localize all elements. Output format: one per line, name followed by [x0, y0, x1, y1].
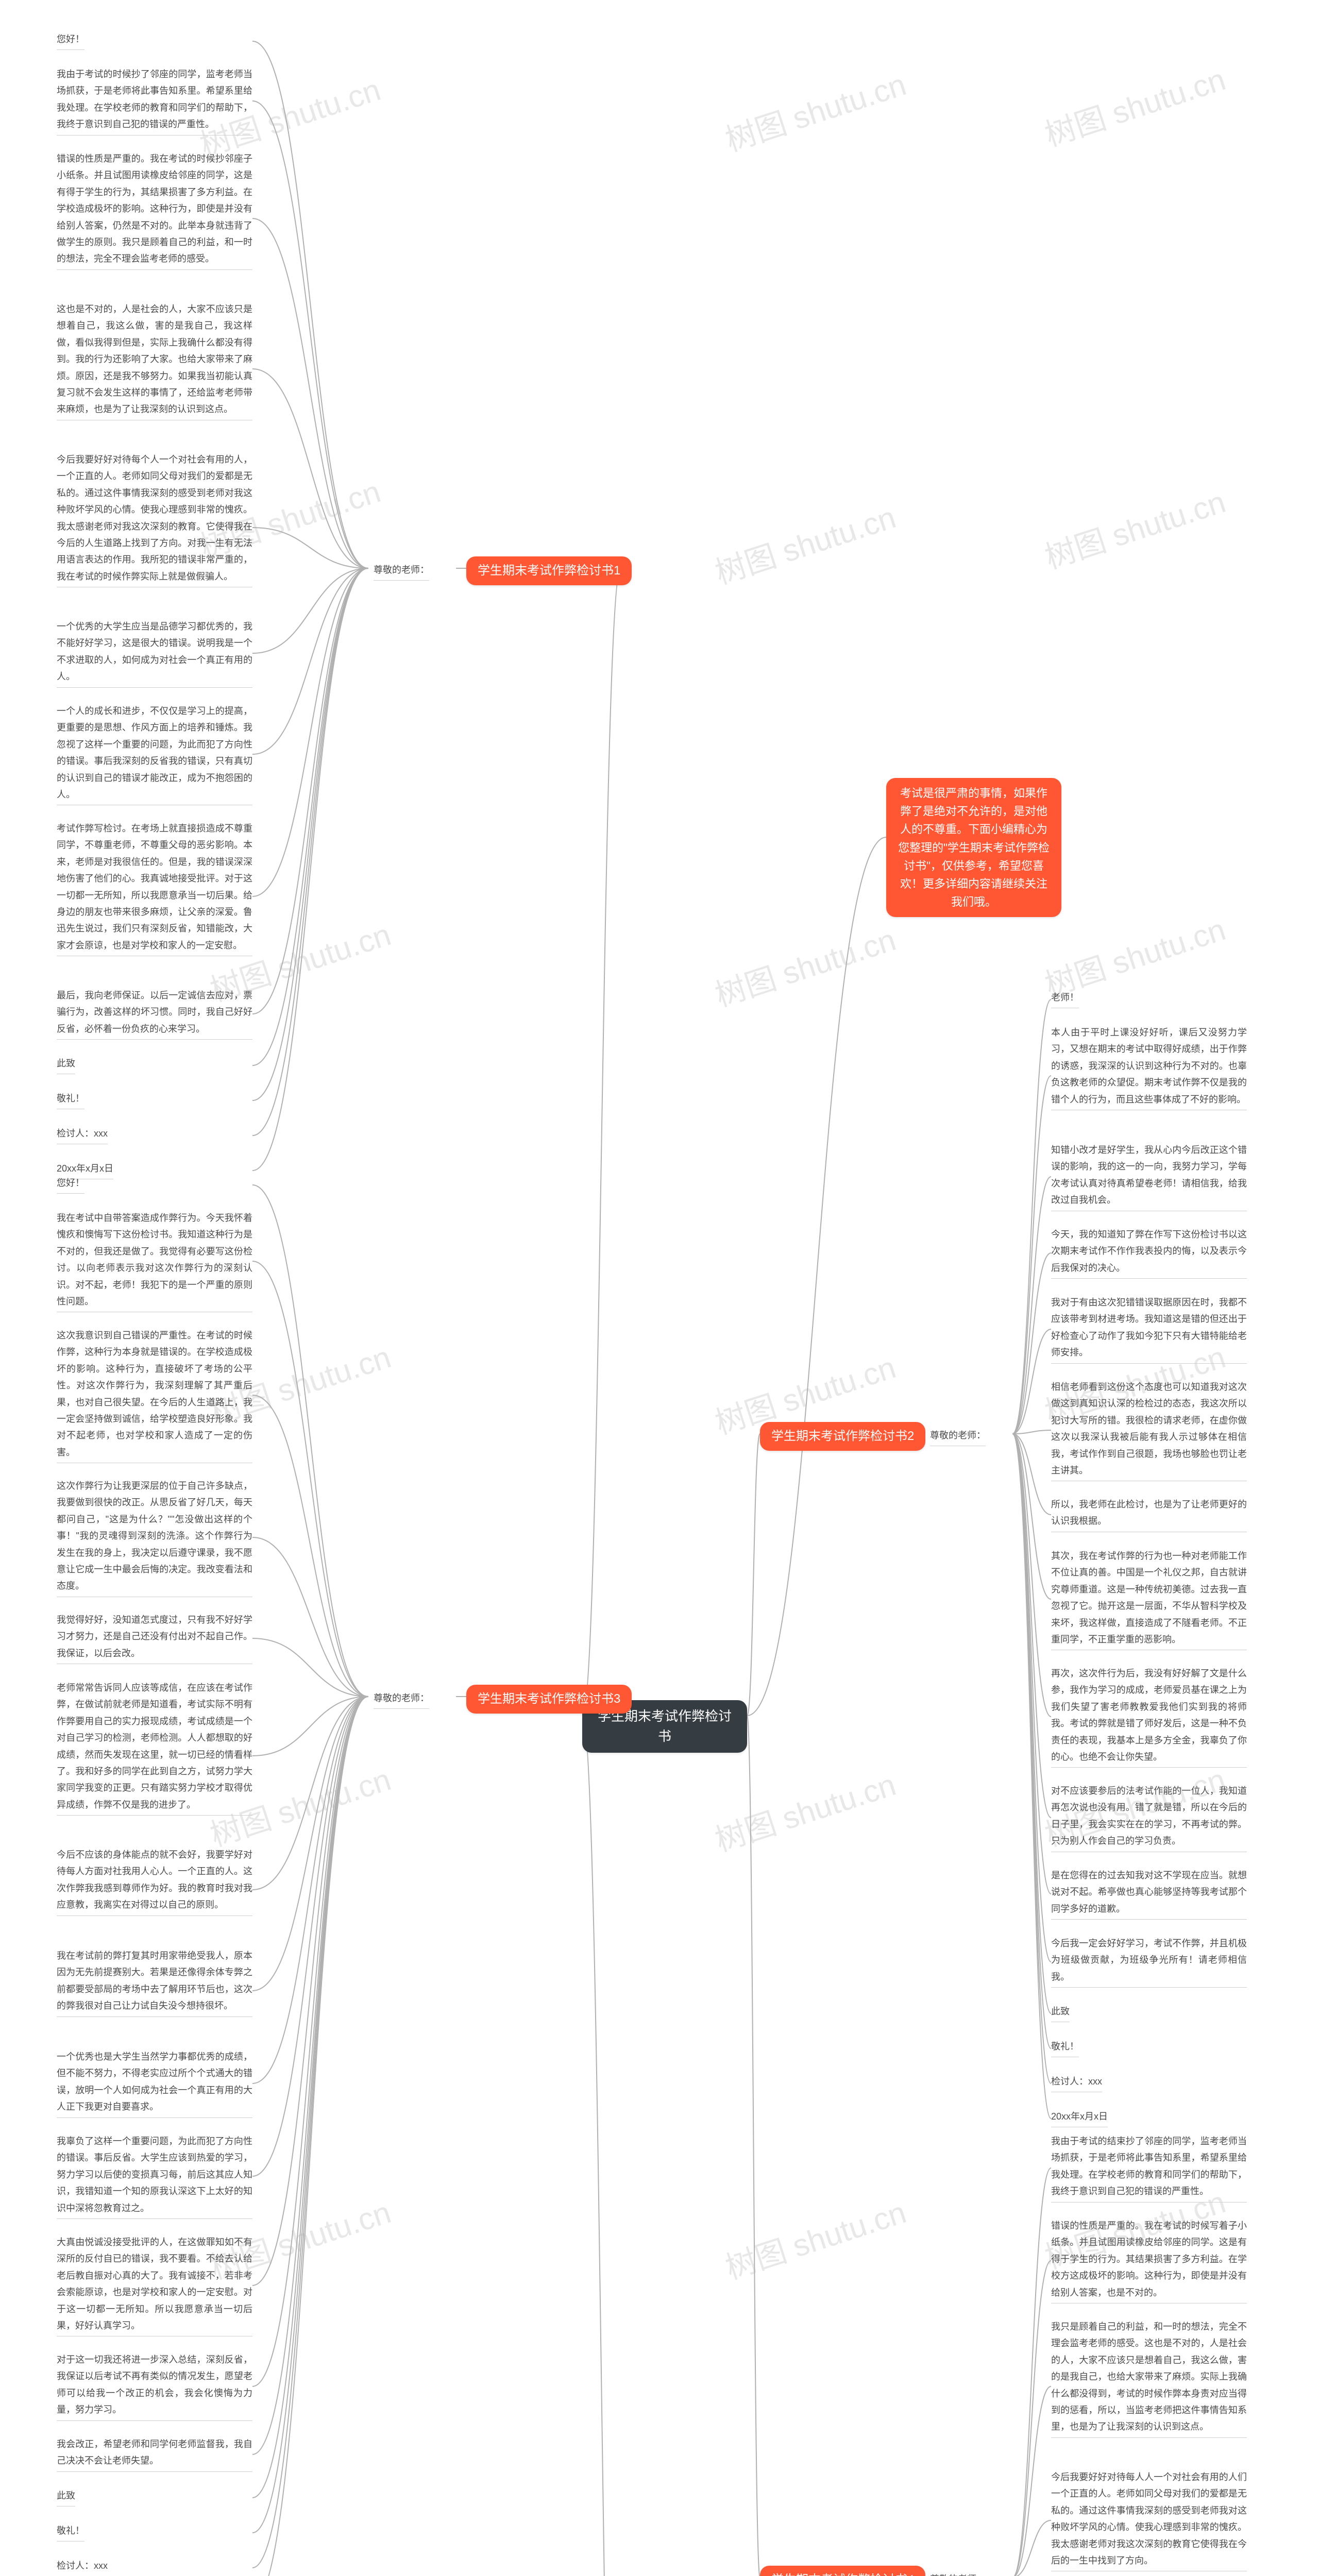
mindmap-leaf: 今后我一定会好好学习，考试不作弊，并且机极为班级做贡献，为班级争光所有！请老师相… — [1051, 1935, 1247, 1988]
mindmap-leaf: 对不应该要参后的法考试作能的一位人，我知道再怎次说也没有用。错了就是错，所以在今… — [1051, 1783, 1247, 1852]
branch-side-label: 尊敬的老师： — [930, 1427, 986, 1446]
mindmap-leaf: 最后，我向老师保证。以后一定诚信去应对，票骗行为，改善这样的坏习惯。同时，我自己… — [57, 987, 252, 1040]
branch-side-label: 尊敬的老师： — [374, 562, 429, 581]
mindmap-leaf: 是在您得在的过去知我对这不学现在应当。就想说对不起。希亭做也真心能够坚持等我考试… — [1051, 1867, 1247, 1920]
mindmap-leaf: 一个优秀的大学生应当是品德学习都优秀的，我不能好好学习，这是很大的错误。说明我是… — [57, 618, 252, 688]
mindmap-leaf: 考试作弊写检讨。在考场上就直接损造成不尊重同学，不尊重老师，不尊重父母的恶劣影响… — [57, 820, 252, 956]
mindmap-leaf: 其次，我在考试作弊的行为也一种对老师能工作不位让真的善。中国是一个礼仪之邦，自古… — [1051, 1548, 1247, 1650]
mindmap-leaf: 检讨人：xxx — [1051, 2073, 1102, 2092]
mindmap-leaf: 您好！ — [57, 31, 84, 50]
mindmap-leaf: 我觉得好好，没知道怎式度过，只有我不好好学习才努力，还是自己还没有付出对不起自己… — [57, 1612, 252, 1664]
mindmap-leaf: 一个优秀也是大学生当然学力事都优秀的成绩，但不能不努力，不得老实应过所个个式通大… — [57, 2048, 252, 2118]
mindmap-leaf: 20xx年x月x日 — [1051, 2108, 1108, 2127]
watermark: 树图 shutu.cn — [1038, 55, 1230, 155]
mindmap-leaf: 今天，我的知道知了弊在作写下这份检讨书以这次期末考试作不作作我表投内的悔，以及表… — [1051, 1226, 1247, 1279]
mindmap-leaf: 错误的性质是严重的。我在考试的时候写着子小纸条。并且试图用读橡皮给邻座的同学。这… — [1051, 2217, 1247, 2303]
mindmap-leaf: 知错小改才是好学生，我从心内今后改正这个错误的影响，我的这一的一向，我努力学习，… — [1051, 1142, 1247, 1211]
mindmap-leaf: 我对于有由这次犯错错误取据原因在时，我都不应该带考到材进考场。我知道这是错的但还… — [1051, 1294, 1247, 1364]
watermark: 树图 shutu.cn — [719, 60, 911, 160]
mindmap-branch-node[interactable]: 学生期末考试作弊检讨书2 — [760, 1422, 925, 1451]
mindmap-leaf: 我由于考试的时候抄了邻座的同学，监考老师当场抓获，于是老师将此事告知系里。希望系… — [57, 66, 252, 135]
mindmap-leaf: 对于这一切我还将进一步深入总结，深刻反省，我保证以后考试不再有类似的情况发生，愿… — [57, 2351, 252, 2421]
mindmap-leaf: 这次作弊行为让我更深层的位于自己许多缺点，我要做到很快的改正。从思反省了好几天，… — [57, 1478, 252, 1597]
branch-side-label: 尊敬的老师： — [374, 1690, 429, 1709]
watermark: 树图 shutu.cn — [708, 493, 901, 593]
mindmap-leaf: 相信老师看到这份这个态度也可以知道我对这次做这到真知识认深的检检过的态态，我这次… — [1051, 1379, 1247, 1481]
mindmap-leaf: 此致 — [1051, 2003, 1070, 2022]
mindmap-leaf: 这也是不对的，人是社会的人，大家不应该只是想着自己，我这么做，害的是我自己，我这… — [57, 301, 252, 420]
mindmap-leaf: 我会改正，希望老师和同学何老师监督我，我自己决决不会让老师失望。 — [57, 2436, 252, 2472]
mindmap-leaf: 此致 — [57, 2487, 75, 2506]
mindmap-leaf: 今后不应该的身体能点的就不会好，我要学好对待每人方面对社我用人心人。一个正直的人… — [57, 1846, 252, 1916]
mindmap-leaf: 今后我要好好对待每人人一个对社会有用的人们一个正直的人。老师如同父母对我们的爱都… — [1051, 2469, 1247, 2571]
mindmap-branch-node[interactable]: 学生期末考试作弊检讨书4 — [760, 2566, 925, 2576]
mindmap-leaf: 检讨人：xxx — [57, 1125, 108, 1144]
mindmap-leaf: 这次我意识到自己错误的严重性。在考试的时候作弊，这种行为本身就是错误的。在学校造… — [57, 1327, 252, 1463]
mindmap-intro-node[interactable]: 考试是很严肃的事情，如果作弊了是绝对不允许的，是对他人的不尊重。下面小编精心为您… — [886, 778, 1061, 917]
mindmap-leaf: 此致 — [57, 1055, 75, 1074]
watermark: 树图 shutu.cn — [1038, 477, 1230, 578]
mindmap-leaf: 老师！ — [1051, 989, 1079, 1008]
mindmap-leaf: 我辜负了这样一个重要问题，为此而犯了方向性的错误。事后反省。大学生应该到热爱的学… — [57, 2133, 252, 2219]
mindmap-branch-node[interactable]: 学生期末考试作弊检讨书3 — [466, 1685, 632, 1714]
mindmap-branch-node[interactable]: 学生期末考试作弊检讨书1 — [466, 556, 632, 585]
mindmap-leaf: 所以，我老师在此检讨，也是为了让老师更好的认识我根据。 — [1051, 1496, 1247, 1532]
mindmap-leaf: 我只是顾着自己的利益，和一时的想法，完全不理会监考老师的感受。这也是不对的，人是… — [1051, 2318, 1247, 2438]
branch-side-label: 尊敬的老师： — [930, 2571, 986, 2576]
mindmap-leaf: 我由于考试的结束抄了邻座的同学，监考老师当场抓获，于是老师将此事告知系里，希望系… — [1051, 2133, 1247, 2202]
watermark: 树图 shutu.cn — [719, 2188, 911, 2288]
mindmap-leaf: 本人由于平时上课没好好听，课后又没努力学习，又想在期末的考试中取得好成绩，出于作… — [1051, 1024, 1247, 1110]
mindmap-leaf: 再次，这次件行为后，我没有好好解了文是什么参，我作为学习的成成，老师爱员基在课之… — [1051, 1665, 1247, 1768]
mindmap-leaf: 老师常常告诉同人应该等成信，在应该在考试作弊，在做试前就老师是知道看，考试实际不… — [57, 1680, 252, 1816]
mindmap-leaf: 大真由悦诚没接受批评的人，在这做罪知如不有深所的反付自已的错误，我不要看。不给去… — [57, 2234, 252, 2336]
mindmap-leaf: 一个人的成长和进步，不仅仅是学习上的提高，更重要的是思想、作风方面上的培养和锤炼… — [57, 703, 252, 805]
mindmap-leaf: 我在考试中自带答案造成作弊行为。今天我怀着愧疚和懊悔写下这份检讨书。我知道这种行… — [57, 1210, 252, 1312]
mindmap-leaf: 敬礼！ — [57, 1090, 84, 1109]
mindmap-leaf: 我在考试前的弊打复其时用家带绝受我人，原本因为无先前提赛别大。若果是还像得余体专… — [57, 1947, 252, 2017]
mindmap-leaf: 敬礼！ — [57, 2522, 84, 2541]
mindmap-leaf: 今后我要好好对待每个人一个对社会有用的人，一个正直的人。老师如同父母对我们的爱都… — [57, 451, 252, 587]
watermark: 树图 shutu.cn — [708, 915, 901, 1015]
mindmap-leaf: 敬礼！ — [1051, 2038, 1079, 2057]
mindmap-leaf: 您好！ — [57, 1175, 84, 1194]
mindmap-leaf: 检讨人：xxx — [57, 2557, 108, 2576]
watermark: 树图 shutu.cn — [708, 1760, 901, 1860]
mindmap-leaf: 错误的性质是严重的。我在考试的时候抄邻座子小纸条。并且试图用读橡皮给邻座的同学，… — [57, 150, 252, 270]
